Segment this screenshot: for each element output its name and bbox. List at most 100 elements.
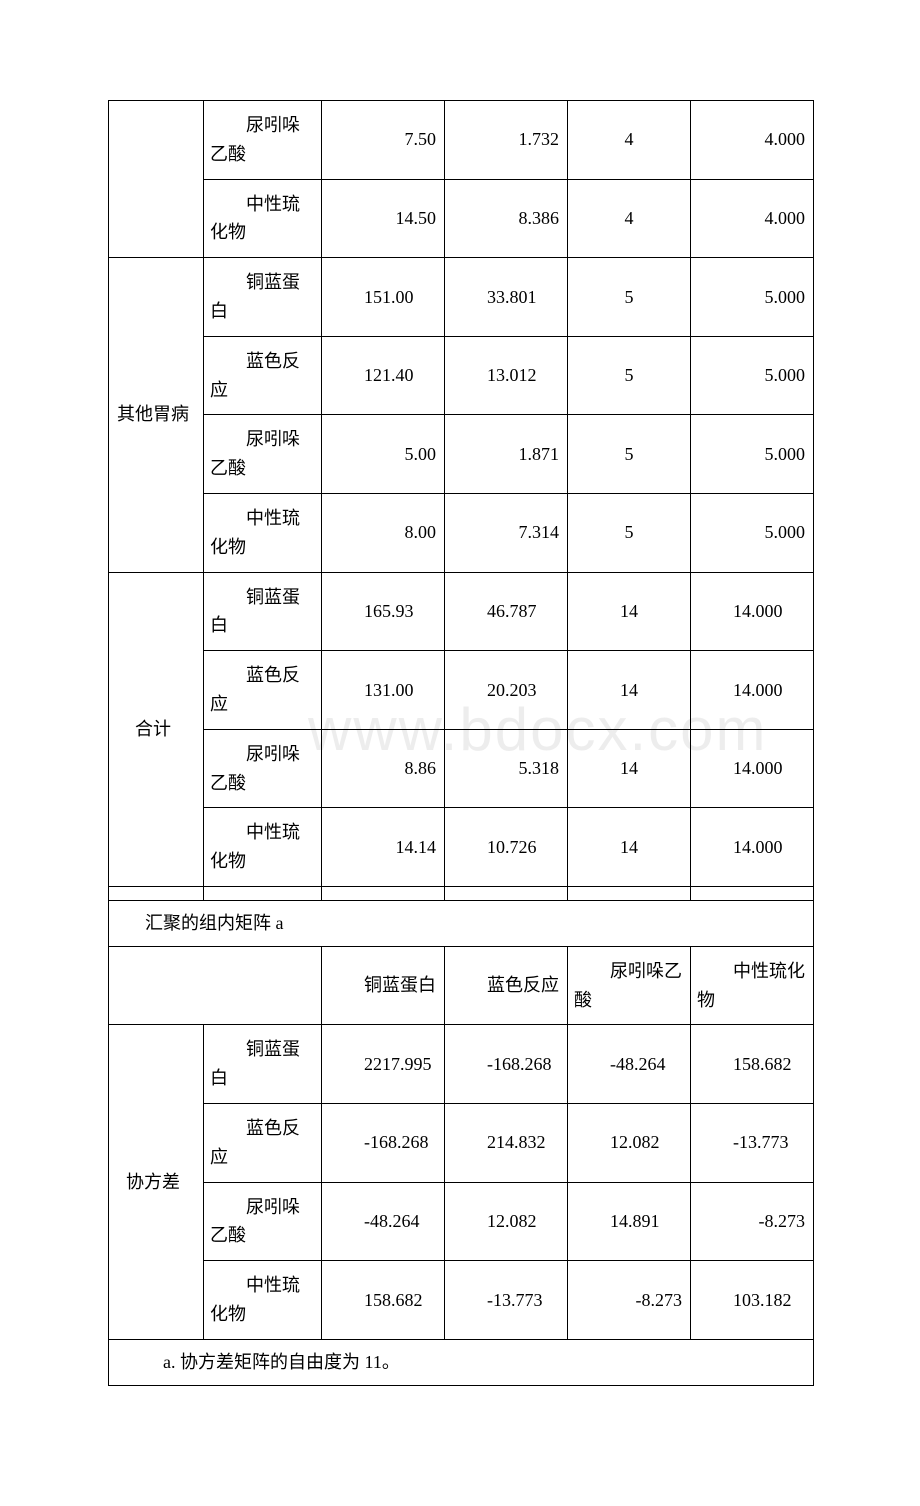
cell: 5.000 xyxy=(691,415,814,494)
cell: 4.000 xyxy=(691,101,814,180)
group-cell: 其他胃病 xyxy=(109,258,204,572)
cell: 14.000 xyxy=(691,729,814,808)
cell: 14.891 xyxy=(568,1182,691,1261)
cell: -13.773 xyxy=(691,1103,814,1182)
cell: 8.86 xyxy=(322,729,445,808)
matrix-header-row: 铜蓝蛋白 蓝色反应 尿吲哚乙酸 中性琉化物 xyxy=(109,946,814,1025)
var-cell: 中性琉化物 xyxy=(204,1261,322,1340)
page-container: www.bdocx.com 尿吲哚乙酸 7.50 1.732 4 4.000 中… xyxy=(108,100,812,1386)
cell: 14 xyxy=(568,729,691,808)
cell: 10.726 xyxy=(445,808,568,887)
cell: 13.012 xyxy=(445,336,568,415)
cell: 1.871 xyxy=(445,415,568,494)
matrix-row: 协方差 铜蓝蛋白 2217.995 -168.268 -48.264 158.6… xyxy=(109,1025,814,1104)
cell: 4.000 xyxy=(691,179,814,258)
matrix-footnote: a. 协方差矩阵的自由度为 11。 xyxy=(109,1339,814,1385)
var-cell: 尿吲哚乙酸 xyxy=(204,729,322,808)
var-cell: 尿吲哚乙酸 xyxy=(204,101,322,180)
cell: 8.00 xyxy=(322,493,445,572)
cell: 14 xyxy=(568,808,691,887)
cell: 5.000 xyxy=(691,258,814,337)
cell: 8.386 xyxy=(445,179,568,258)
matrix-row: 尿吲哚乙酸 -48.264 12.082 14.891 -8.273 xyxy=(109,1182,814,1261)
var-cell: 尿吲哚乙酸 xyxy=(204,1182,322,1261)
cell: 14 xyxy=(568,572,691,651)
var-cell: 中性琉化物 xyxy=(204,179,322,258)
var-cell: 蓝色反应 xyxy=(204,651,322,730)
cell: -48.264 xyxy=(568,1025,691,1104)
cell: 158.682 xyxy=(322,1261,445,1340)
header-cell: 铜蓝蛋白 xyxy=(322,946,445,1025)
cell: -168.268 xyxy=(445,1025,568,1104)
group-cell xyxy=(109,101,204,258)
table-row: 尿吲哚乙酸 7.50 1.732 4 4.000 xyxy=(109,101,814,180)
cell: 14.14 xyxy=(322,808,445,887)
var-cell: 蓝色反应 xyxy=(204,1103,322,1182)
stats-table: 尿吲哚乙酸 7.50 1.732 4 4.000 中性琉化物 14.50 8.3… xyxy=(108,100,814,1386)
matrix-title: 汇聚的组内矩阵 a xyxy=(109,900,814,946)
matrix-footnote-row: a. 协方差矩阵的自由度为 11。 xyxy=(109,1339,814,1385)
cell: 5 xyxy=(568,258,691,337)
cell: 103.182 xyxy=(691,1261,814,1340)
cell: 214.832 xyxy=(445,1103,568,1182)
table-row: 其他胃病 铜蓝蛋白 151.00 33.801 5 5.000 xyxy=(109,258,814,337)
cell: 131.00 xyxy=(322,651,445,730)
var-cell: 中性琉化物 xyxy=(204,493,322,572)
header-blank xyxy=(109,946,322,1025)
cell: -48.264 xyxy=(322,1182,445,1261)
spacer-row xyxy=(109,886,814,900)
table-row: 合计 铜蓝蛋白 165.93 46.787 14 14.000 xyxy=(109,572,814,651)
cell: 165.93 xyxy=(322,572,445,651)
table-row: 中性琉化物 14.14 10.726 14 14.000 xyxy=(109,808,814,887)
cell: 4 xyxy=(568,101,691,180)
var-cell: 铜蓝蛋白 xyxy=(204,572,322,651)
var-cell: 中性琉化物 xyxy=(204,808,322,887)
cell: 5.000 xyxy=(691,493,814,572)
cell: 14 xyxy=(568,651,691,730)
cell: 12.082 xyxy=(445,1182,568,1261)
cell: 14.000 xyxy=(691,808,814,887)
cell: 5 xyxy=(568,415,691,494)
header-cell: 中性琉化物 xyxy=(691,946,814,1025)
table-row: 蓝色反应 121.40 13.012 5 5.000 xyxy=(109,336,814,415)
cell: 7.314 xyxy=(445,493,568,572)
cell: 20.203 xyxy=(445,651,568,730)
cell: 5.000 xyxy=(691,336,814,415)
cell: -8.273 xyxy=(568,1261,691,1340)
matrix-row: 中性琉化物 158.682 -13.773 -8.273 103.182 xyxy=(109,1261,814,1340)
table-row: 尿吲哚乙酸 5.00 1.871 5 5.000 xyxy=(109,415,814,494)
header-cell: 蓝色反应 xyxy=(445,946,568,1025)
matrix-section-label: 协方差 xyxy=(109,1025,204,1339)
matrix-title-row: 汇聚的组内矩阵 a xyxy=(109,900,814,946)
cell: -168.268 xyxy=(322,1103,445,1182)
cell: 151.00 xyxy=(322,258,445,337)
var-cell: 铜蓝蛋白 xyxy=(204,258,322,337)
cell: 46.787 xyxy=(445,572,568,651)
cell: -8.273 xyxy=(691,1182,814,1261)
cell: 158.682 xyxy=(691,1025,814,1104)
var-cell: 尿吲哚乙酸 xyxy=(204,415,322,494)
cell: 1.732 xyxy=(445,101,568,180)
table-row: 中性琉化物 8.00 7.314 5 5.000 xyxy=(109,493,814,572)
cell: 7.50 xyxy=(322,101,445,180)
cell: 14.000 xyxy=(691,651,814,730)
cell: 33.801 xyxy=(445,258,568,337)
header-cell: 尿吲哚乙酸 xyxy=(568,946,691,1025)
table-row: 中性琉化物 14.50 8.386 4 4.000 xyxy=(109,179,814,258)
matrix-row: 蓝色反应 -168.268 214.832 12.082 -13.773 xyxy=(109,1103,814,1182)
var-cell: 蓝色反应 xyxy=(204,336,322,415)
cell: 2217.995 xyxy=(322,1025,445,1104)
cell: 14.50 xyxy=(322,179,445,258)
cell: 5 xyxy=(568,336,691,415)
cell: 12.082 xyxy=(568,1103,691,1182)
cell: 5 xyxy=(568,493,691,572)
cell: 5.318 xyxy=(445,729,568,808)
cell: 5.00 xyxy=(322,415,445,494)
table-row: 尿吲哚乙酸 8.86 5.318 14 14.000 xyxy=(109,729,814,808)
var-cell: 铜蓝蛋白 xyxy=(204,1025,322,1104)
cell: 14.000 xyxy=(691,572,814,651)
cell: -13.773 xyxy=(445,1261,568,1340)
table-row: 蓝色反应 131.00 20.203 14 14.000 xyxy=(109,651,814,730)
group-cell: 合计 xyxy=(109,572,204,886)
cell: 4 xyxy=(568,179,691,258)
